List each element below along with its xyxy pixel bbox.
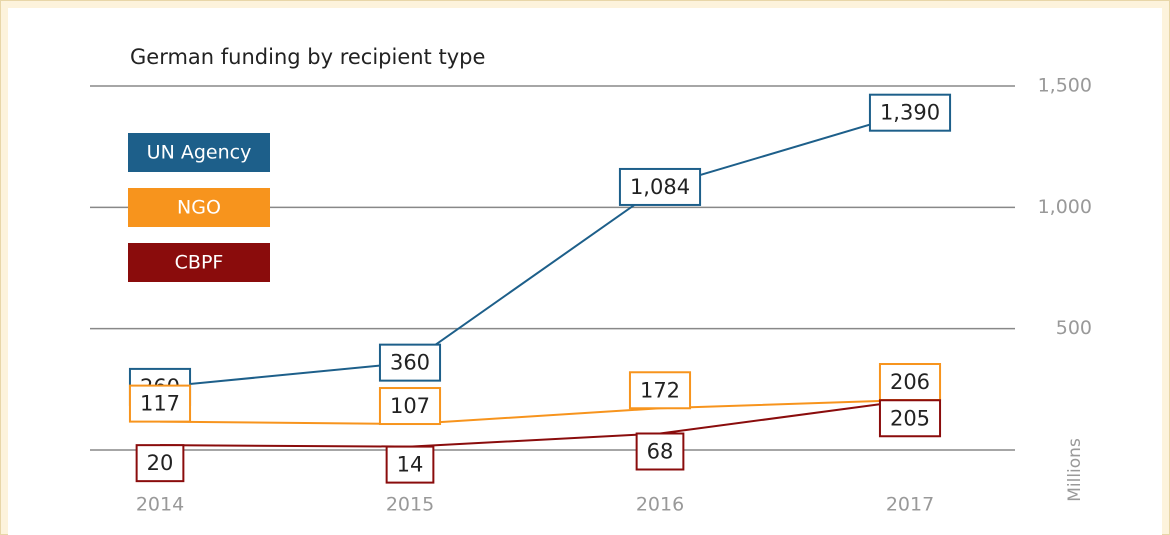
value-label-box — [385, 445, 435, 484]
x-tick-label: 2014 — [136, 494, 184, 516]
x-tick-label: 2017 — [886, 494, 934, 516]
value-label-box — [618, 167, 702, 206]
value-label: 68 — [647, 439, 674, 463]
value-label: 20 — [147, 451, 174, 475]
value-label: 107 — [390, 394, 430, 418]
chart-title: German funding by recipient type — [130, 45, 485, 69]
value-label: 172 — [640, 378, 680, 402]
legend-label: NGO — [177, 197, 221, 219]
y-tick-label: 1,500 — [1038, 75, 1092, 97]
value-label: 117 — [140, 392, 180, 416]
y-tick-label: 500 — [1056, 317, 1092, 339]
value-label-box — [628, 371, 692, 410]
value-label-box — [378, 343, 442, 382]
value-label: 360 — [390, 351, 430, 375]
value-label-box — [878, 399, 942, 438]
value-label-box — [635, 432, 685, 471]
value-label: 206 — [890, 370, 930, 394]
series-line — [159, 399, 911, 426]
legend-label: UN Agency — [147, 142, 252, 164]
value-label-box — [128, 384, 192, 423]
series-line — [159, 111, 911, 388]
legend-swatch — [128, 133, 270, 172]
value-label-box — [378, 387, 442, 426]
value-label: 1,084 — [630, 175, 690, 199]
value-label: 14 — [397, 453, 424, 477]
legend-swatch — [128, 188, 270, 227]
series-line — [159, 399, 911, 448]
x-tick-label: 2016 — [636, 494, 684, 516]
legend-swatch — [128, 243, 270, 282]
value-label-box — [878, 363, 942, 402]
legend-label: CBPF — [175, 252, 224, 274]
y-axis-label: Millions — [1065, 438, 1085, 502]
x-tick-label: 2015 — [386, 494, 434, 516]
value-label-box — [135, 444, 185, 483]
y-tick-label: 1,000 — [1038, 196, 1092, 218]
value-label-box — [868, 93, 952, 132]
value-label: 1,390 — [880, 101, 940, 125]
value-label: 205 — [890, 406, 930, 430]
